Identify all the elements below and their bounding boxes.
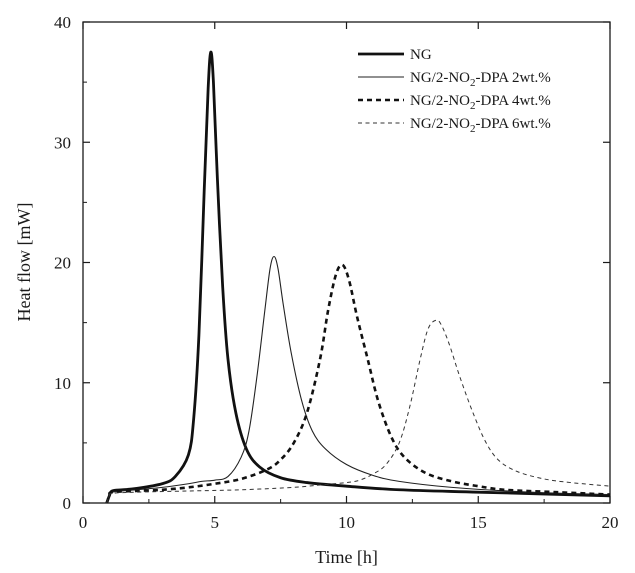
y-axis-title: Heat flow [mW] (14, 203, 34, 322)
axis-ticks (82, 21, 611, 504)
series-line-3 (105, 263, 611, 504)
x-axis-title: Time [h] (315, 547, 378, 567)
y-tick-label: 10 (54, 374, 71, 393)
legend-text-subscript: 2 (470, 77, 476, 89)
y-tick-label: 0 (63, 494, 72, 513)
series-line-4 (106, 319, 611, 504)
axis-tick-labels: 0 5 10 15 20 0 10 20 30 40 (54, 13, 619, 532)
legend-text-rest: -DPA 2wt.% (476, 70, 551, 86)
x-tick-label: 5 (211, 513, 220, 532)
legend-entry-2: NG/2-NO2-DPA 2wt.% (410, 70, 551, 89)
data-series (105, 50, 611, 504)
x-tick-label: 0 (79, 513, 88, 532)
legend-entry-1: NG (410, 47, 432, 63)
legend-text-main: NG/2-NO (410, 70, 470, 86)
y-tick-label: 20 (54, 254, 71, 273)
x-tick-label: 20 (602, 513, 619, 532)
legend-text-main: NG/2-NO (410, 93, 470, 109)
legend-entry-4: NG/2-NO2-DPA 6wt.% (410, 116, 551, 135)
legend-text-main: NG (410, 47, 432, 63)
x-tick-label: 10 (338, 513, 355, 532)
series-line-1 (105, 50, 611, 504)
y-tick-label: 40 (54, 13, 71, 32)
legend-text-subscript: 2 (470, 100, 476, 112)
legend-text-rest: -DPA 6wt.% (476, 116, 551, 132)
legend-text-main: NG/2-NO (410, 116, 470, 132)
series-line-2 (106, 255, 611, 504)
legend-text-rest: -DPA 4wt.% (476, 93, 551, 109)
y-tick-label: 30 (54, 133, 71, 152)
x-tick-label: 15 (470, 513, 487, 532)
legend-text-subscript: 2 (470, 123, 476, 135)
legend-entry-3: NG/2-NO2-DPA 4wt.% (410, 93, 551, 112)
